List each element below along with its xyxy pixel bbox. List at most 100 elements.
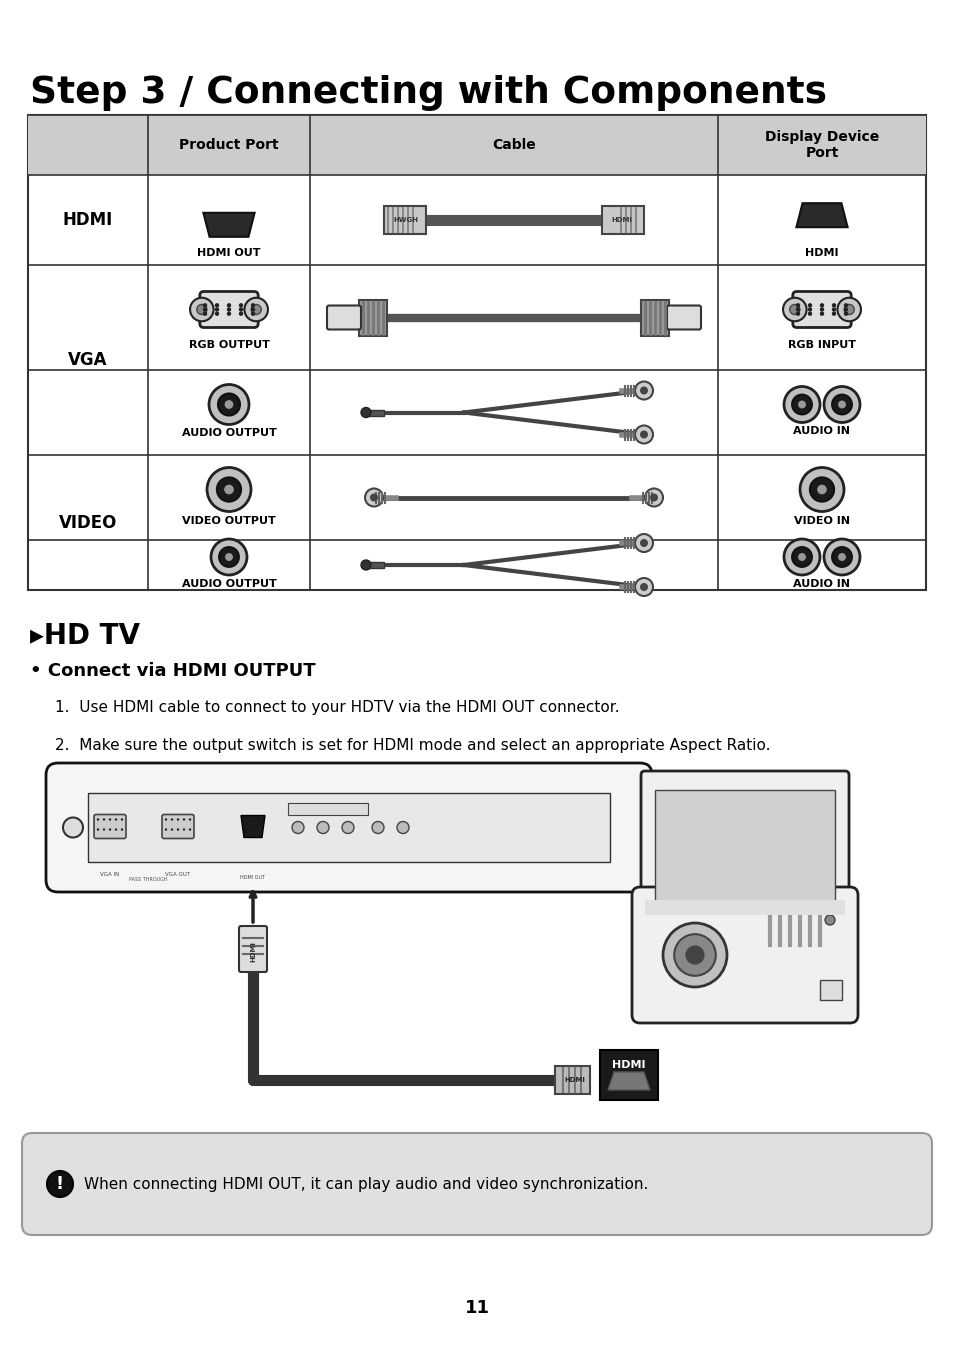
Circle shape bbox=[791, 394, 811, 414]
Circle shape bbox=[807, 312, 811, 316]
Circle shape bbox=[341, 822, 354, 834]
Circle shape bbox=[214, 312, 219, 316]
Text: Display Device
Port: Display Device Port bbox=[764, 130, 879, 160]
Circle shape bbox=[96, 818, 99, 820]
Circle shape bbox=[227, 312, 231, 316]
Circle shape bbox=[639, 386, 647, 394]
Circle shape bbox=[798, 553, 805, 561]
Circle shape bbox=[114, 818, 117, 820]
Circle shape bbox=[203, 303, 207, 308]
Circle shape bbox=[219, 547, 238, 566]
Circle shape bbox=[817, 484, 826, 495]
FancyBboxPatch shape bbox=[162, 815, 193, 838]
Circle shape bbox=[370, 494, 377, 502]
Text: 1.  Use HDMI cable to connect to your HDTV via the HDMI OUT connector.: 1. Use HDMI cable to connect to your HDT… bbox=[55, 699, 619, 716]
Circle shape bbox=[251, 303, 255, 308]
Polygon shape bbox=[607, 1072, 649, 1089]
Circle shape bbox=[96, 829, 99, 831]
Polygon shape bbox=[601, 206, 643, 234]
Circle shape bbox=[831, 547, 851, 566]
Circle shape bbox=[227, 303, 231, 308]
Circle shape bbox=[831, 303, 836, 308]
Text: 11: 11 bbox=[464, 1299, 489, 1317]
Text: !: ! bbox=[56, 1176, 64, 1193]
Circle shape bbox=[165, 829, 167, 831]
Circle shape bbox=[251, 304, 261, 315]
Circle shape bbox=[837, 401, 845, 409]
Bar bbox=[366, 562, 384, 568]
Circle shape bbox=[649, 494, 658, 502]
Circle shape bbox=[224, 399, 233, 409]
Circle shape bbox=[819, 303, 823, 308]
Bar bbox=[288, 803, 368, 815]
Bar bbox=[28, 116, 925, 590]
Text: RGB OUTPUT: RGB OUTPUT bbox=[189, 339, 269, 350]
Bar bbox=[820, 981, 841, 999]
FancyBboxPatch shape bbox=[327, 305, 360, 330]
Bar bbox=[644, 900, 844, 915]
Text: HDMI: HDMI bbox=[63, 211, 113, 229]
Text: • Connect via HDMI OUTPUT: • Connect via HDMI OUTPUT bbox=[30, 662, 315, 681]
Text: HDMI: HDMI bbox=[611, 217, 632, 223]
Text: Cable: Cable bbox=[492, 139, 536, 152]
Circle shape bbox=[635, 425, 652, 444]
Polygon shape bbox=[555, 1067, 589, 1093]
Text: PASS THROUGH: PASS THROUGH bbox=[129, 877, 167, 882]
Circle shape bbox=[196, 304, 207, 315]
Text: HDMI: HDMI bbox=[612, 1060, 645, 1071]
Circle shape bbox=[189, 829, 191, 831]
Circle shape bbox=[644, 488, 662, 507]
Circle shape bbox=[795, 303, 800, 308]
Circle shape bbox=[238, 312, 243, 316]
Circle shape bbox=[103, 829, 105, 831]
Circle shape bbox=[782, 297, 805, 321]
Circle shape bbox=[843, 304, 853, 315]
Circle shape bbox=[316, 822, 329, 834]
Circle shape bbox=[372, 822, 384, 834]
Circle shape bbox=[207, 468, 251, 511]
FancyBboxPatch shape bbox=[712, 929, 776, 946]
Polygon shape bbox=[384, 206, 426, 234]
Bar bbox=[88, 794, 609, 862]
Circle shape bbox=[189, 818, 191, 820]
Circle shape bbox=[842, 312, 847, 316]
Circle shape bbox=[214, 303, 219, 308]
Circle shape bbox=[635, 382, 652, 399]
Bar bbox=[718, 116, 925, 175]
Bar bbox=[640, 300, 668, 335]
Text: VGA IN: VGA IN bbox=[100, 872, 119, 877]
Text: VIDEO IN: VIDEO IN bbox=[793, 515, 849, 526]
Circle shape bbox=[789, 304, 799, 315]
Bar bbox=[599, 1050, 658, 1100]
Circle shape bbox=[674, 935, 715, 976]
Circle shape bbox=[365, 488, 382, 507]
Circle shape bbox=[396, 822, 409, 834]
Bar bbox=[28, 116, 148, 175]
Circle shape bbox=[807, 303, 811, 308]
Circle shape bbox=[103, 818, 105, 820]
Polygon shape bbox=[241, 815, 265, 838]
Text: When connecting HDMI OUT, it can play audio and video synchronization.: When connecting HDMI OUT, it can play au… bbox=[84, 1177, 648, 1192]
Polygon shape bbox=[796, 203, 846, 227]
Circle shape bbox=[831, 312, 836, 316]
Circle shape bbox=[807, 307, 811, 312]
Circle shape bbox=[216, 477, 241, 502]
Circle shape bbox=[831, 394, 851, 414]
Bar bbox=[655, 790, 834, 905]
Circle shape bbox=[47, 1171, 73, 1197]
Bar bbox=[358, 300, 387, 335]
Circle shape bbox=[203, 307, 207, 312]
Circle shape bbox=[662, 923, 726, 987]
Bar bbox=[366, 409, 384, 416]
Circle shape bbox=[109, 818, 112, 820]
Text: VIDEO OUTPUT: VIDEO OUTPUT bbox=[182, 515, 275, 526]
Circle shape bbox=[823, 539, 859, 576]
Text: 2.  Make sure the output switch is set for HDMI mode and select an appropriate A: 2. Make sure the output switch is set fo… bbox=[55, 738, 770, 753]
Circle shape bbox=[211, 539, 247, 576]
Circle shape bbox=[360, 408, 371, 417]
Text: VGA: VGA bbox=[69, 351, 108, 369]
Circle shape bbox=[225, 553, 233, 561]
Circle shape bbox=[639, 539, 647, 547]
Text: VIDEO: VIDEO bbox=[59, 514, 117, 531]
Circle shape bbox=[798, 401, 805, 409]
